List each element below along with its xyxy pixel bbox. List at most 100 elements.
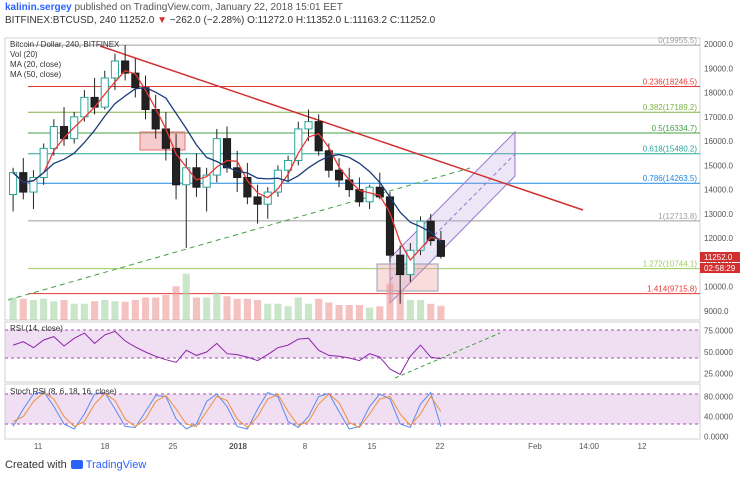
candle-body xyxy=(243,177,252,198)
candle-body xyxy=(172,147,181,186)
price-axis[interactable]: 20000.0 19000.0 18000.0 17000.0 16000.0 15000… xyxy=(704,40,733,316)
main-chart-title: Bitcoin / Dollar, 240, BITFINEX xyxy=(10,40,120,49)
candle-body xyxy=(375,186,384,198)
time-tick: 8 xyxy=(303,442,308,451)
candle-body xyxy=(365,186,374,203)
fib-label-3: 0.5(16334.7) xyxy=(652,124,698,133)
low-value: 11163.2 xyxy=(352,15,388,26)
volume-bars xyxy=(9,273,445,320)
fib-label-0: 0(19955.5) xyxy=(658,36,697,45)
last-price-label: 11252.0 xyxy=(704,253,733,262)
candle-body xyxy=(121,60,130,74)
countdown-tag xyxy=(700,263,740,273)
time-tick: 15 xyxy=(368,442,377,451)
volume-bar xyxy=(223,296,231,320)
legend-ma50: MA (50, close) xyxy=(10,70,61,79)
tradingview-link[interactable]: TradingView xyxy=(85,459,147,471)
candle-body xyxy=(110,60,120,79)
volume-bar xyxy=(274,303,282,320)
volume-bar xyxy=(60,300,68,320)
stoch-title: Stoch RSI (8, 6, 18, 16, close) xyxy=(10,387,117,396)
volume-bar xyxy=(355,305,363,320)
close-label: C: xyxy=(389,15,400,26)
candle-body xyxy=(192,167,201,188)
fib-label-8: 1.414(9715.8) xyxy=(647,285,697,294)
support-trendline[interactable] xyxy=(7,167,471,301)
volume-bar xyxy=(345,305,353,320)
time-tick: 22 xyxy=(436,442,445,451)
volume-bar xyxy=(294,297,302,320)
stoch-axis[interactable]: 80.0000 40.0000 0.0000 xyxy=(704,393,733,442)
time-tick: 18 xyxy=(101,442,110,451)
volume-bar xyxy=(192,297,201,320)
volume-bar xyxy=(376,306,384,320)
main-pane[interactable] xyxy=(4,37,701,321)
price-tick: 13000.0 xyxy=(704,210,733,219)
fib-label-7: 1.272(10744.1) xyxy=(643,260,698,269)
low-label: L: xyxy=(344,15,353,26)
rsi-axis[interactable]: 75.0000 50.0000 25.0000 xyxy=(704,327,733,379)
price-tick: 10000.0 xyxy=(704,283,733,292)
volume-bar xyxy=(253,300,262,320)
stoch-k-line xyxy=(12,390,442,430)
candle-body xyxy=(406,249,415,276)
price-tick: 16000.0 xyxy=(704,137,733,146)
candle-body xyxy=(131,72,140,89)
candle-body xyxy=(385,196,395,256)
high-label: H: xyxy=(295,15,306,26)
volume-bar xyxy=(366,307,374,320)
time-axis[interactable]: 11 18 25 2018 8 15 22 Feb 14:00 12 xyxy=(34,442,647,451)
volume-bar xyxy=(40,298,48,320)
ma50-line xyxy=(12,87,442,243)
footer: Created with TradingView xyxy=(5,459,146,471)
candle-body xyxy=(253,196,262,205)
ohlc-line: BITFINEX:BTCUSD, 240 11252.0 ▼ −262.0 (−… xyxy=(5,15,435,26)
candle-body xyxy=(233,167,242,178)
descending-trendline[interactable] xyxy=(99,45,584,211)
volume-bar xyxy=(9,297,17,320)
candle-body xyxy=(304,121,313,130)
candle-body xyxy=(416,220,425,251)
candle-body xyxy=(100,77,109,108)
rsi-tick: 25.0000 xyxy=(704,369,733,378)
volume-bar xyxy=(50,301,58,320)
chart-area[interactable]: 0(19955.5) 0.236(18246.5) 0.382(17189.2) 0.… xyxy=(0,28,744,463)
tradingview-logo-icon[interactable] xyxy=(70,460,83,469)
volume-bar xyxy=(70,303,78,320)
volume-bar xyxy=(335,305,343,320)
volume-bar xyxy=(172,286,180,320)
time-tick: Feb xyxy=(528,442,542,451)
rsi-trendline[interactable] xyxy=(394,332,501,379)
rsi-title: RSI (14, close) xyxy=(10,324,63,333)
volume-bar xyxy=(29,300,38,320)
published-text: published on TradingView.com, January 22… xyxy=(74,2,343,13)
fib-label-4: 0.618(15480.2) xyxy=(643,145,698,154)
volume-bar xyxy=(437,305,445,320)
candle-body xyxy=(80,96,89,118)
last-value: 11252.0 xyxy=(118,15,155,26)
rsi-tick: 50.0000 xyxy=(704,348,733,357)
volume-bar xyxy=(315,298,323,320)
candle-body xyxy=(314,121,323,152)
open-label: O: xyxy=(247,15,258,26)
volume-bar xyxy=(91,301,99,320)
volume-bar xyxy=(427,303,435,320)
candle-body xyxy=(324,150,333,171)
close-value: 11252.0 xyxy=(399,15,436,26)
candle-body xyxy=(284,160,293,171)
volume-bar xyxy=(182,273,190,320)
fib-label-1: 0.236(18246.5) xyxy=(643,78,698,87)
volume-bar xyxy=(80,303,88,320)
open-value: 11272.0 xyxy=(257,15,294,26)
created-with-text: Created with xyxy=(5,459,67,471)
candle-body xyxy=(436,240,445,257)
stoch-d-line xyxy=(12,391,442,429)
time-tick: 14:00 xyxy=(579,442,600,451)
volume-bar xyxy=(101,300,109,320)
stoch-tick: 80.0000 xyxy=(704,393,733,402)
volume-bar xyxy=(264,303,272,320)
author-name[interactable]: kalinin.sergey xyxy=(5,2,72,13)
candle-body xyxy=(90,96,99,108)
rsi-tick: 75.0000 xyxy=(704,327,733,336)
chart-svg[interactable]: 0(19955.5) 0.236(18246.5) 0.382(17189.2) 0.… xyxy=(0,28,744,458)
